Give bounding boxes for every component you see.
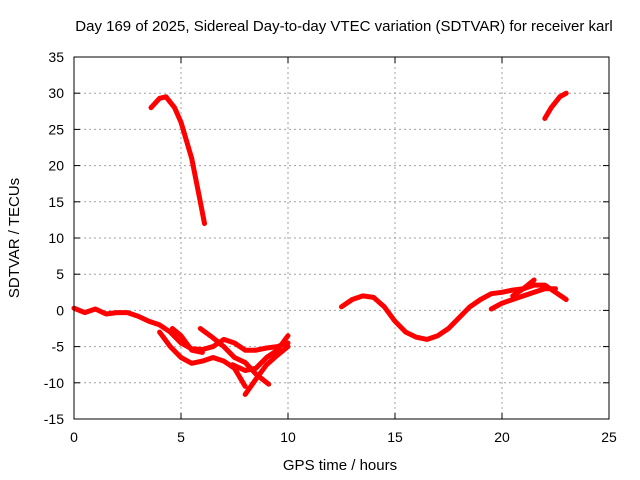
x-tick-label-0: 0 — [70, 429, 78, 445]
x-tick-label-1: 5 — [177, 429, 185, 445]
x-axis-label: GPS time / hours — [283, 457, 397, 474]
x-tick-label-2: 10 — [280, 429, 296, 445]
series-arc-9 — [488, 286, 558, 312]
y-axis-label: SDTVAR / TECUs — [6, 178, 23, 298]
y-tick-label-8: 25 — [48, 121, 64, 137]
series-arc-11 — [542, 90, 569, 121]
series-arc-6 — [242, 344, 291, 397]
series-arc-5 — [229, 333, 291, 373]
y-tick-label-2: -5 — [52, 339, 65, 355]
y-tick-label-5: 10 — [48, 230, 64, 246]
x-tick-label-3: 15 — [387, 429, 403, 445]
plot-frame — [73, 56, 610, 420]
y-tick-label-7: 20 — [48, 158, 64, 174]
series-arc-4 — [197, 326, 272, 387]
series-arc-1 — [71, 305, 291, 353]
y-tick-label-10: 35 — [48, 49, 64, 65]
y-tick-label-4: 5 — [56, 266, 64, 282]
data-series — [71, 90, 569, 397]
y-tick-label-3: 0 — [56, 302, 64, 318]
series-arc-7 — [148, 94, 207, 226]
series-arc-10 — [510, 277, 537, 299]
x-tick-label-4: 20 — [494, 429, 510, 445]
grid-lines — [74, 57, 609, 419]
y-tick-label-1: -10 — [44, 375, 64, 391]
axis-ticks: 0 5 10 15 20 25 -15 -10 -5 0 5 10 15 20 25 30 35 — [44, 49, 617, 445]
y-tick-label-9: 30 — [48, 85, 64, 101]
series-arc-3 — [169, 326, 205, 355]
x-tick-label-5: 25 — [601, 429, 617, 445]
chart-title: Day 169 of 2025, Sidereal Day-to-day VTE… — [75, 18, 612, 35]
y-tick-label-6: 15 — [48, 194, 64, 210]
y-tick-label-0: -15 — [44, 411, 64, 427]
